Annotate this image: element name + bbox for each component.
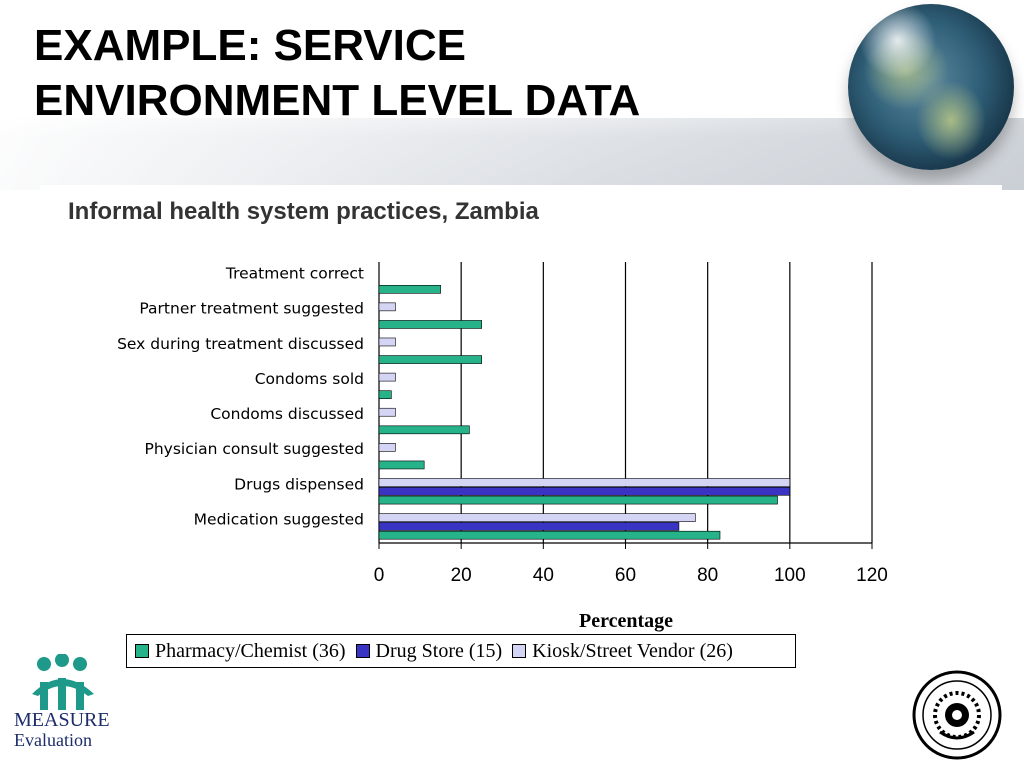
bar — [378, 522, 680, 531]
y-category-label: Sex during treatment discussed — [117, 335, 364, 353]
x-tick-label: 80 — [697, 565, 718, 586]
measure-logo-line2: Evaluation — [14, 730, 92, 750]
bar — [378, 285, 441, 294]
x-tick-label: 60 — [615, 565, 636, 586]
bar — [378, 320, 483, 329]
bar — [378, 443, 396, 452]
legend-label: Kiosk/Street Vendor (26) — [532, 639, 733, 662]
y-category-label: Partner treatment suggested — [139, 300, 364, 318]
x-tick-label: 120 — [856, 565, 888, 586]
legend-item: Kiosk/Street Vendor (26) — [512, 640, 733, 663]
legend-swatch — [135, 644, 149, 658]
bar — [378, 372, 396, 382]
legend-label: Pharmacy/Chemist (36) — [155, 639, 346, 662]
measure-logo-line1: MEASURE — [14, 709, 110, 731]
measure-evaluation-wordmark: MEASURE Evaluation — [14, 710, 124, 750]
x-tick-label: 40 — [533, 565, 554, 586]
university-seal-icon — [912, 670, 1002, 760]
x-tick-label: 20 — [451, 565, 472, 586]
bar — [378, 513, 696, 522]
y-category-label: Medication suggested — [194, 510, 364, 528]
legend-swatch — [355, 644, 370, 658]
x-tick-label: 100 — [774, 565, 806, 586]
x-axis-label: Percentage — [579, 610, 673, 632]
bar — [378, 478, 791, 487]
slide-title-line2: ENVIRONMENT LEVEL DATA — [34, 76, 641, 125]
x-tick-label: 0 — [374, 565, 385, 586]
globe-image — [848, 4, 1014, 170]
chart-legend: Pharmacy/Chemist (36) Drug Store (15) Kios… — [126, 634, 796, 668]
bar — [378, 486, 791, 496]
bar — [378, 530, 721, 540]
bar — [378, 425, 470, 435]
chart-title: Informal health system practices, Zambia — [68, 198, 539, 225]
y-category-label: Condoms discussed — [210, 405, 364, 423]
bar — [378, 302, 396, 312]
bar — [378, 460, 425, 470]
bar — [378, 337, 396, 347]
y-category-label: Treatment correct — [225, 265, 364, 283]
chart-panel — [40, 185, 1002, 680]
y-category-label: Condoms sold — [255, 370, 364, 388]
y-category-label: Physician consult suggested — [145, 440, 364, 458]
y-category-label: Drugs dispensed — [234, 475, 364, 493]
slide-title-line1: EXAMPLE: SERVICE — [34, 21, 466, 70]
slide-title: EXAMPLE: SERVICE ENVIRONMENT LEVEL DATA — [34, 18, 794, 128]
legend-item: Pharmacy/Chemist (36) — [135, 640, 346, 663]
legend-item: Drug Store (15) — [355, 639, 503, 663]
bar — [378, 355, 483, 364]
legend-label: Drug Store (15) — [375, 639, 503, 662]
legend-swatch — [512, 644, 527, 658]
bar — [378, 390, 392, 400]
measure-evaluation-logo — [32, 654, 94, 710]
bar — [378, 495, 778, 505]
bar — [378, 407, 396, 417]
